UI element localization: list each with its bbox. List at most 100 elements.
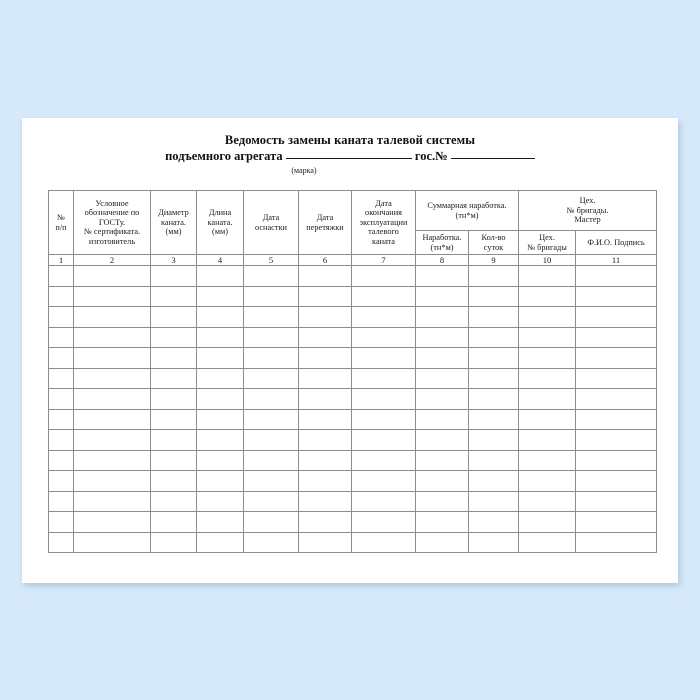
table-cell[interactable] bbox=[518, 470, 577, 492]
table-cell[interactable] bbox=[415, 511, 469, 533]
table-cell[interactable] bbox=[243, 306, 299, 328]
table-row[interactable] bbox=[48, 429, 658, 451]
table-cell[interactable] bbox=[351, 511, 416, 533]
table-cell[interactable] bbox=[73, 347, 151, 369]
table-cell[interactable] bbox=[48, 388, 74, 410]
table-cell[interactable] bbox=[196, 285, 244, 308]
table-cell[interactable] bbox=[48, 347, 74, 369]
table-cell[interactable] bbox=[415, 347, 469, 369]
table-cell[interactable] bbox=[196, 470, 244, 492]
table-cell[interactable] bbox=[467, 511, 520, 533]
table-cell[interactable] bbox=[351, 306, 416, 328]
table-cell[interactable] bbox=[467, 265, 520, 287]
table-cell[interactable] bbox=[351, 470, 416, 492]
table-cell[interactable] bbox=[73, 388, 151, 410]
table-cell[interactable] bbox=[351, 429, 416, 451]
table-cell[interactable] bbox=[351, 326, 416, 349]
table-cell[interactable] bbox=[575, 408, 658, 431]
table-row[interactable] bbox=[48, 490, 658, 513]
table-cell[interactable] bbox=[150, 429, 197, 451]
table-cell[interactable] bbox=[243, 470, 299, 492]
table-cell[interactable] bbox=[467, 388, 520, 410]
table-cell[interactable] bbox=[467, 490, 520, 513]
table-cell[interactable] bbox=[73, 449, 151, 472]
table-cell[interactable] bbox=[48, 326, 74, 349]
table-cell[interactable] bbox=[243, 490, 299, 513]
table-cell[interactable] bbox=[467, 326, 520, 349]
table-cell[interactable] bbox=[73, 490, 151, 513]
table-cell[interactable] bbox=[243, 347, 299, 369]
table-cell[interactable] bbox=[196, 367, 244, 390]
table-cell[interactable] bbox=[518, 449, 577, 472]
table-cell[interactable] bbox=[298, 511, 352, 533]
table-cell[interactable] bbox=[243, 511, 299, 533]
table-cell[interactable] bbox=[298, 326, 352, 349]
table-cell[interactable] bbox=[575, 285, 658, 308]
table-cell[interactable] bbox=[196, 306, 244, 328]
table-cell[interactable] bbox=[73, 285, 151, 308]
table-cell[interactable] bbox=[298, 490, 352, 513]
table-row[interactable] bbox=[48, 449, 658, 472]
table-cell[interactable] bbox=[73, 408, 151, 431]
table-cell[interactable] bbox=[415, 490, 469, 513]
table-cell[interactable] bbox=[298, 367, 352, 390]
table-cell[interactable] bbox=[518, 347, 577, 369]
table-cell[interactable] bbox=[575, 531, 658, 554]
table-cell[interactable] bbox=[467, 449, 520, 472]
table-row[interactable] bbox=[48, 367, 658, 390]
table-cell[interactable] bbox=[575, 511, 658, 533]
table-cell[interactable] bbox=[575, 388, 658, 410]
table-cell[interactable] bbox=[243, 429, 299, 451]
table-cell[interactable] bbox=[351, 285, 416, 308]
table-cell[interactable] bbox=[48, 531, 74, 554]
table-cell[interactable] bbox=[298, 408, 352, 431]
table-cell[interactable] bbox=[351, 449, 416, 472]
table-cell[interactable] bbox=[196, 511, 244, 533]
table-cell[interactable] bbox=[298, 429, 352, 451]
table-cell[interactable] bbox=[467, 367, 520, 390]
table-cell[interactable] bbox=[518, 285, 577, 308]
table-cell[interactable] bbox=[73, 429, 151, 451]
table-cell[interactable] bbox=[196, 490, 244, 513]
table-cell[interactable] bbox=[73, 306, 151, 328]
table-row[interactable] bbox=[48, 285, 658, 308]
table-cell[interactable] bbox=[575, 326, 658, 349]
table-cell[interactable] bbox=[415, 388, 469, 410]
table-cell[interactable] bbox=[196, 388, 244, 410]
table-cell[interactable] bbox=[467, 429, 520, 451]
table-cell[interactable] bbox=[575, 470, 658, 492]
table-cell[interactable] bbox=[351, 265, 416, 287]
table-cell[interactable] bbox=[48, 429, 74, 451]
table-cell[interactable] bbox=[351, 531, 416, 554]
table-cell[interactable] bbox=[467, 531, 520, 554]
table-cell[interactable] bbox=[518, 408, 577, 431]
table-cell[interactable] bbox=[415, 531, 469, 554]
table-cell[interactable] bbox=[575, 449, 658, 472]
table-cell[interactable] bbox=[196, 449, 244, 472]
table-cell[interactable] bbox=[518, 490, 577, 513]
table-cell[interactable] bbox=[196, 347, 244, 369]
table-cell[interactable] bbox=[48, 265, 74, 287]
table-cell[interactable] bbox=[150, 265, 197, 287]
table-cell[interactable] bbox=[150, 490, 197, 513]
table-cell[interactable] bbox=[415, 285, 469, 308]
table-cell[interactable] bbox=[415, 470, 469, 492]
table-row[interactable] bbox=[48, 511, 658, 533]
table-cell[interactable] bbox=[150, 408, 197, 431]
table-row[interactable] bbox=[48, 347, 658, 369]
table-cell[interactable] bbox=[575, 265, 658, 287]
table-cell[interactable] bbox=[150, 306, 197, 328]
table-cell[interactable] bbox=[415, 265, 469, 287]
table-cell[interactable] bbox=[575, 490, 658, 513]
table-cell[interactable] bbox=[415, 408, 469, 431]
table-cell[interactable] bbox=[351, 490, 416, 513]
table-cell[interactable] bbox=[150, 326, 197, 349]
table-cell[interactable] bbox=[298, 265, 352, 287]
table-cell[interactable] bbox=[243, 408, 299, 431]
table-cell[interactable] bbox=[243, 388, 299, 410]
table-cell[interactable] bbox=[150, 285, 197, 308]
table-cell[interactable] bbox=[48, 470, 74, 492]
table-cell[interactable] bbox=[150, 531, 197, 554]
table-cell[interactable] bbox=[298, 449, 352, 472]
table-cell[interactable] bbox=[243, 449, 299, 472]
